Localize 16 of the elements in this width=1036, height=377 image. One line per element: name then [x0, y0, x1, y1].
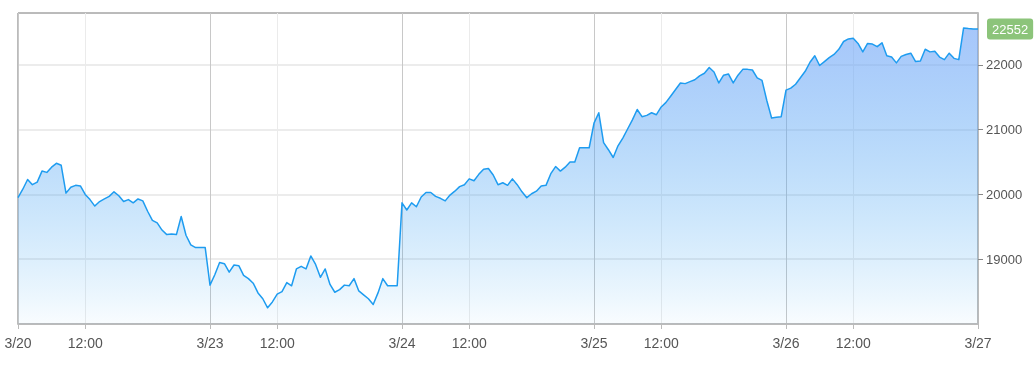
- x-tick-label: 3/26: [772, 335, 800, 351]
- x-tick-label: 3/23: [196, 335, 224, 351]
- x-tick-label: 12:00: [643, 335, 679, 351]
- x-tick-label: 12:00: [835, 335, 871, 351]
- x-tick-label: 3/27: [964, 335, 992, 351]
- x-tick-label: 12:00: [67, 335, 103, 351]
- y-tick-label: 22000: [986, 57, 1023, 73]
- y-tick-label: 19000: [986, 251, 1023, 267]
- x-tick-label: 3/25: [580, 335, 608, 351]
- x-tick-label: 12:00: [451, 335, 487, 351]
- text: 22552: [992, 21, 1029, 37]
- y-tick-label: 21000: [986, 122, 1023, 138]
- x-tick-label: 3/20: [4, 335, 32, 351]
- x-tick-label: 12:00: [259, 335, 295, 351]
- x-tick-label: 3/24: [388, 335, 416, 351]
- y-tick-label: 20000: [986, 186, 1023, 202]
